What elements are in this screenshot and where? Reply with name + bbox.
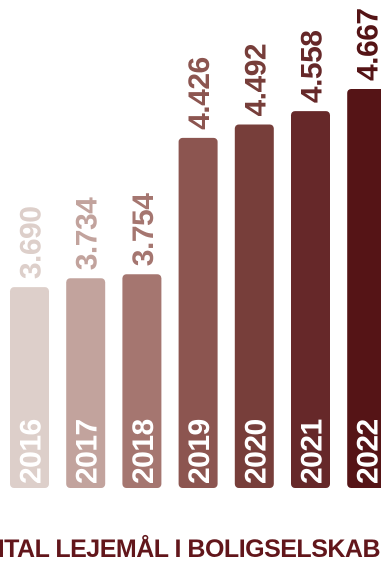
value-label-2019: 4.426 [183,57,216,130]
value-label-2021: 4.558 [296,31,329,104]
value-label-2017: 3.734 [71,197,104,270]
category-label-2018: 2018 [127,419,160,484]
bar-2017 [66,278,106,488]
category-label-2022: 2022 [352,419,381,484]
value-label-2016: 3.690 [15,207,48,280]
category-label-2020: 2020 [239,419,272,484]
value-label-2020: 4.492 [239,44,272,117]
bar-2019 [178,137,218,489]
bar-2020 [234,124,274,488]
category-label-2021: 2021 [296,419,329,484]
value-label-2018: 3.754 [127,193,160,266]
category-label-2019: 2019 [183,419,216,484]
category-label-2017: 2017 [71,419,104,484]
bar-2022 [347,89,381,488]
bars-group: 3.690 2016 3.734 2017 3.754 2018 4.426 2019 4.49… [10,8,381,489]
chart-title: ANTAL LEJEMÅL I BOLIGSELSKABET [0,534,381,563]
bar-2021 [291,111,330,488]
bar-2018 [122,274,162,488]
bar-2016 [10,287,49,488]
category-label-2016: 2016 [15,419,48,484]
value-label-2022: 4.667 [352,8,381,81]
